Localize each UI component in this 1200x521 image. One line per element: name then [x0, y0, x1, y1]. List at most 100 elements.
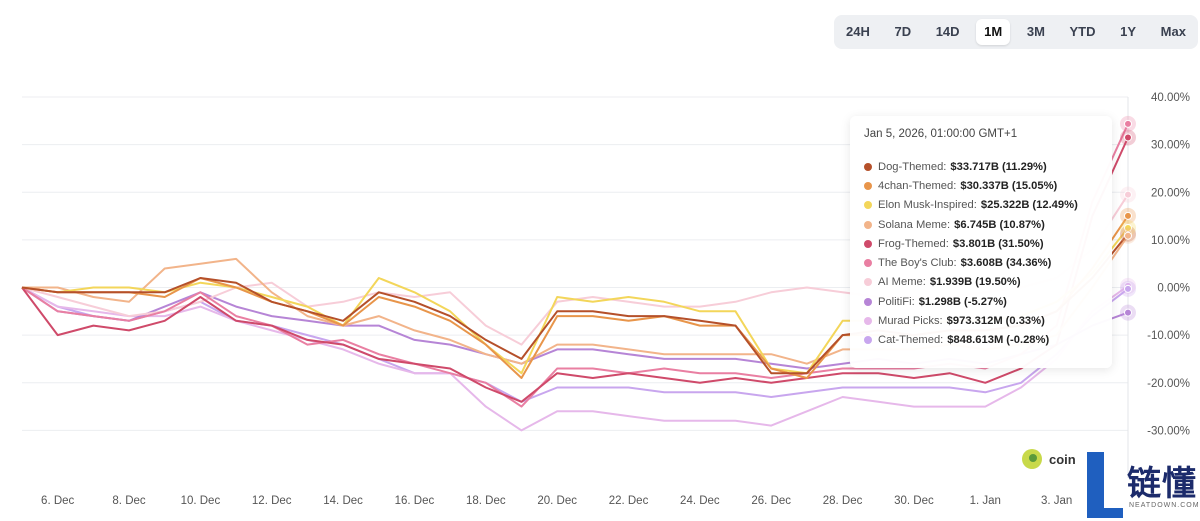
series-line-frog-themed: [21, 137, 1129, 403]
tooltip-series-name: AI Meme:: [878, 276, 926, 289]
tooltip-series-value: $33.717B: [950, 160, 999, 173]
site-watermark: 链懂 NEATDOWN.COM: [1085, 452, 1200, 521]
series-color-dot-icon: [864, 162, 872, 171]
grid-lines: [22, 96, 1129, 478]
tooltip-row: The Boy's Club: $3.608B (34.36%): [864, 253, 1100, 272]
tooltip-series-value: $3.608B: [960, 257, 1003, 270]
series-color-dot-icon: [864, 181, 872, 190]
x-tick-label: 6. Dec: [41, 495, 74, 507]
hover-point: [1124, 211, 1132, 220]
x-tick-label: 24. Dec: [680, 495, 720, 507]
tooltip-date: Jan 5, 2026, 01:00:00 GMT+1: [864, 128, 1018, 140]
y-tick-label: -20.00%: [1147, 378, 1190, 390]
range-button-1m[interactable]: 1M: [976, 19, 1011, 45]
x-tick-label: 18. Dec: [466, 495, 506, 507]
range-button-7d[interactable]: 7D: [894, 24, 912, 39]
x-tick-label: 30. Dec: [894, 495, 934, 507]
hover-point: [1124, 231, 1132, 240]
hover-point: [1124, 224, 1132, 233]
series-color-dot-icon: [864, 259, 872, 268]
tooltip-series-value: $973.312M: [946, 315, 1003, 328]
tooltip-series-name: Dog-Themed:: [878, 160, 947, 173]
brand-logo-icon: [1022, 449, 1042, 469]
brand-watermark: coin: [1022, 449, 1076, 469]
watermark-logo-icon: [1087, 452, 1104, 518]
range-button-14d[interactable]: 14D: [935, 24, 960, 39]
tooltip-series-name: 4chan-Themed:: [878, 179, 957, 192]
range-button-24h[interactable]: 24H: [846, 24, 870, 39]
tooltip-series-value: $1.939B: [929, 276, 973, 289]
x-tick-label: 28. Dec: [823, 495, 863, 507]
x-tick-label: 1. Jan: [970, 495, 1001, 507]
x-tick-label: 3. Jan: [1041, 495, 1072, 507]
tooltip-series-name: Murad Picks:: [878, 315, 943, 328]
range-button-1y[interactable]: 1Y: [1120, 24, 1137, 39]
tooltip-row: Frog-Themed: $3.801B (31.50%): [864, 234, 1100, 253]
series-color-dot-icon: [864, 220, 872, 229]
range-button-ytd[interactable]: YTD: [1069, 24, 1096, 39]
tooltip-series-change: (15.05%): [1011, 179, 1058, 192]
x-tick-label: 14. Dec: [323, 495, 363, 507]
y-tick-label: 30.00%: [1151, 140, 1190, 152]
tooltip-series-value: $30.337B: [960, 179, 1009, 192]
hover-point: [1124, 190, 1132, 199]
x-tick-label: 20. Dec: [537, 495, 577, 507]
x-axis-tick-labels: 6. Dec 8. Dec 10. Dec 12. Dec 14. Dec 16. Dec…: [41, 495, 1072, 507]
tooltip-series-change: (-0.28%): [1006, 334, 1050, 347]
tooltip-series-change: (11.29%): [1001, 160, 1047, 173]
series-color-dot-icon: [864, 297, 872, 306]
x-tick-label: 26. Dec: [751, 495, 791, 507]
range-button-max[interactable]: Max: [1160, 24, 1186, 39]
tooltip-series-value: $848.613M: [947, 334, 1004, 347]
tooltip-rows: Dog-Themed: $33.717B (11.29%) 4chan-Themed:…: [864, 157, 1100, 350]
tooltip-series-name: The Boy's Club:: [878, 257, 957, 270]
x-tick-label: 16. Dec: [395, 495, 435, 507]
tooltip-series-value: $6.745B: [954, 218, 997, 231]
tooltip-series-change: (-5.27%): [964, 295, 1007, 308]
tooltip-row: Solana Meme: $6.745B (10.87%): [864, 215, 1100, 234]
tooltip-series-name: Elon Musk-Inspired:: [878, 199, 977, 212]
tooltip-series-change: (19.50%): [975, 276, 1021, 289]
series-color-dot-icon: [864, 278, 872, 287]
series-line-murad-picks: [21, 285, 1129, 432]
range-button-3m[interactable]: 3M: [1026, 24, 1045, 39]
brand-text: coin: [1049, 451, 1076, 467]
y-tick-label: 40.00%: [1151, 92, 1190, 104]
tooltip-series-change: (31.50%): [998, 237, 1044, 250]
watermark-subtext: NEATDOWN.COM: [1129, 502, 1200, 509]
hover-point: [1124, 133, 1132, 142]
tooltip-series-value: $3.801B: [952, 237, 996, 250]
series-line-cat-themed: [21, 286, 1129, 403]
tooltip-row: Cat-Themed: $848.613M (-0.28%): [864, 331, 1100, 350]
hover-point: [1124, 308, 1132, 317]
y-tick-label: 10.00%: [1151, 235, 1190, 247]
chart-tooltip: Jan 5, 2026, 01:00:00 GMT+1 Dog-Themed: $…: [850, 116, 1112, 368]
time-range-selector: 24H 7D 14D 1M 3M YTD 1Y Max: [834, 15, 1198, 49]
series-color-dot-icon: [864, 336, 872, 345]
x-tick-label: 12. Dec: [252, 495, 292, 507]
hover-point: [1124, 284, 1132, 293]
x-tick-label: 22. Dec: [609, 495, 649, 507]
tooltip-series-name: Solana Meme:: [878, 218, 951, 231]
tooltip-row: Murad Picks: $973.312M (0.33%): [864, 311, 1100, 330]
tooltip-series-change: (0.33%): [1005, 315, 1045, 328]
tooltip-series-value: $1.298B: [918, 295, 961, 308]
series-color-dot-icon: [864, 317, 872, 326]
tooltip-series-change: (12.49%): [1032, 199, 1078, 212]
x-tick-label: 8. Dec: [112, 495, 145, 507]
tooltip-series-name: Cat-Themed:: [878, 334, 944, 347]
tooltip-row: AI Meme: $1.939B (19.50%): [864, 273, 1100, 292]
y-tick-label: 0.00%: [1157, 283, 1190, 295]
tooltip-series-name: PolitiFi:: [878, 295, 915, 308]
tooltip-series-value: $25.322B: [980, 199, 1030, 212]
hover-point: [1124, 119, 1132, 128]
y-tick-label: -10.00%: [1147, 330, 1190, 342]
x-tick-label: 10. Dec: [181, 495, 221, 507]
tooltip-row: Dog-Themed: $33.717B (11.29%): [864, 157, 1100, 176]
tooltip-series-change: (10.87%): [999, 218, 1045, 231]
watermark-text: 链懂: [1127, 464, 1197, 504]
y-tick-label: 20.00%: [1151, 187, 1190, 199]
tooltip-row: 4chan-Themed: $30.337B (15.05%): [864, 176, 1100, 195]
tooltip-series-change: (34.36%): [1005, 257, 1052, 270]
tooltip-series-name: Frog-Themed:: [878, 237, 949, 250]
